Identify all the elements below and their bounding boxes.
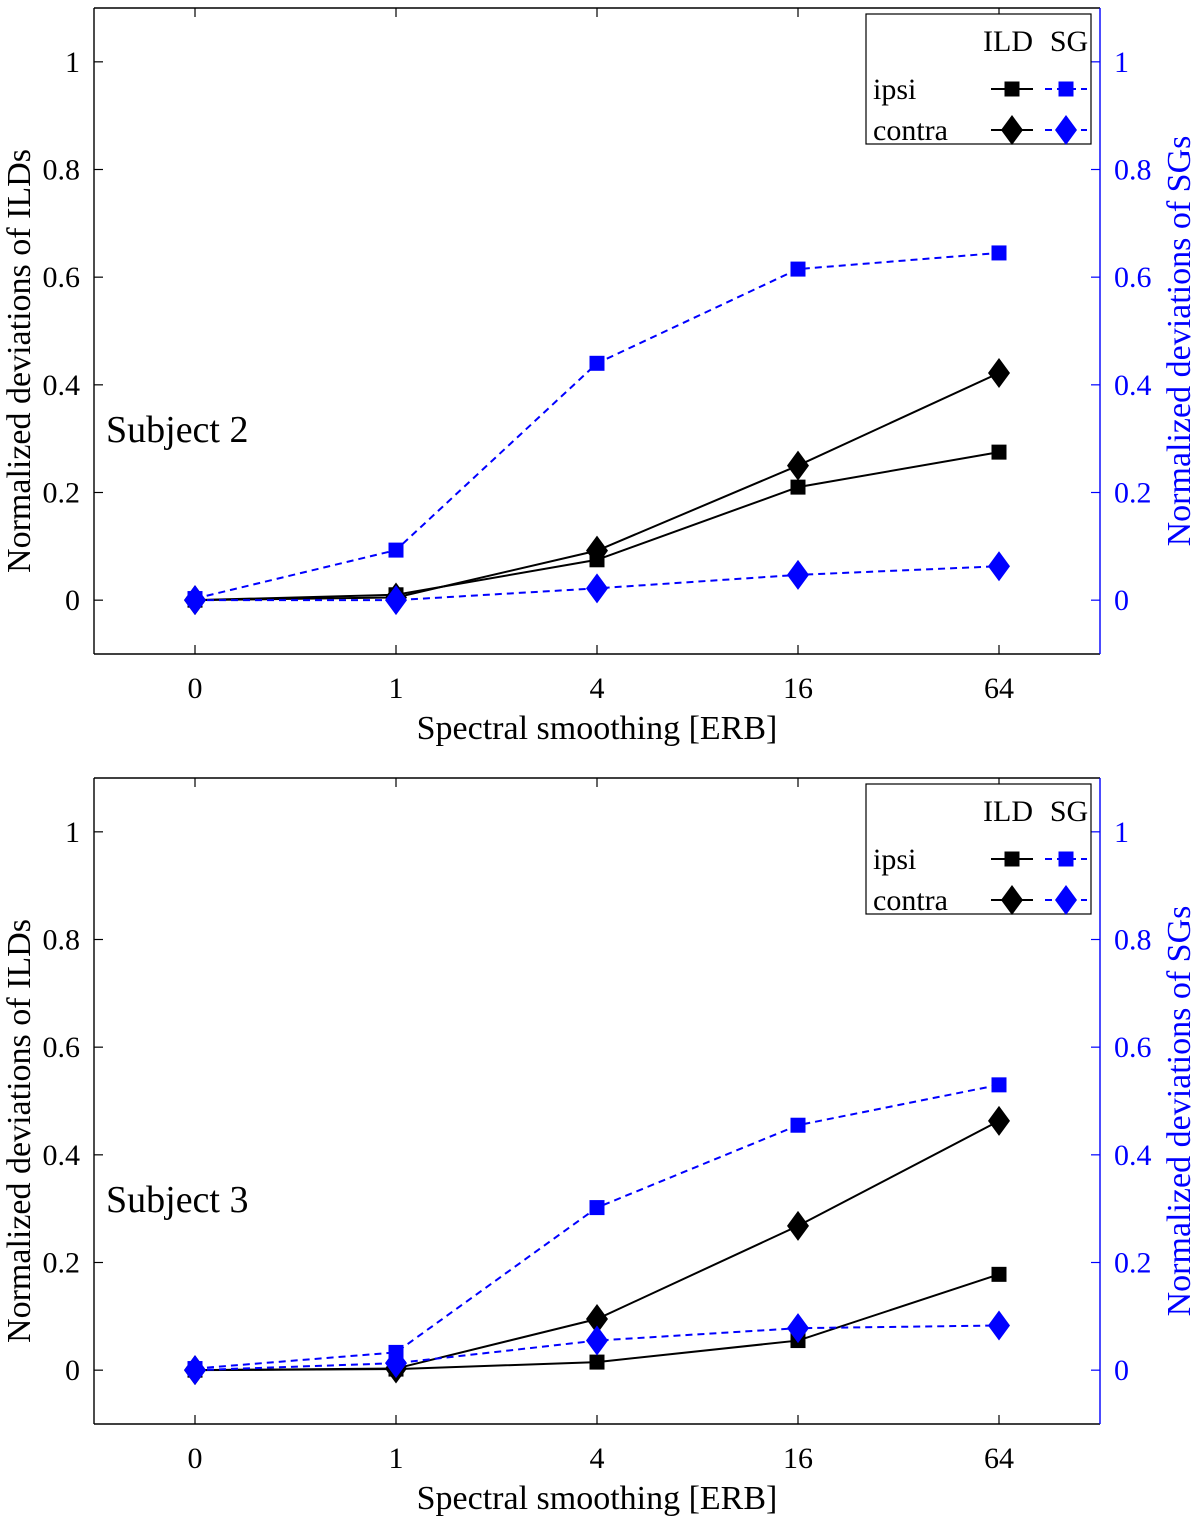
y-tick-label-left: 0 [65,1354,80,1387]
y-tick-label-left: 0.8 [43,924,81,957]
legend-marker-ILD_ipsi [1004,851,1020,867]
y-tick-label-right: 0.6 [1114,261,1152,294]
y-tick-label-left: 0.6 [43,1031,81,1064]
legend-marker-SG_contra [1055,115,1077,145]
y-tick-label-left: 0.4 [43,1139,81,1172]
y-tick-label-right: 0.4 [1114,1139,1152,1172]
x-tick-label: 64 [984,672,1014,705]
data-point-ILD_ipsi [991,444,1007,460]
legend-header-ild: ILD [983,795,1033,828]
x-tick-label: 1 [389,672,404,705]
legend: ILD SG ipsi contra [865,13,1092,147]
y-tick-label-right: 0.6 [1114,1031,1152,1064]
legend-row-label: contra [873,884,948,917]
y-tick-label-right: 0.8 [1114,154,1152,187]
legend-marker-ILD_contra [1001,885,1023,915]
y-axis-label-right: Normalized deviations of SGs [1161,906,1198,1317]
x-tick-label: 16 [783,1442,813,1475]
data-point-SG_contra [988,1310,1010,1341]
data-point-SG_contra [787,1313,809,1344]
data-point-SG_contra [184,1355,206,1386]
y-tick-label-left: 0.4 [43,369,81,402]
legend-marker-SG_ipsi [1058,81,1074,97]
y-tick-label-left: 1 [65,816,80,849]
y-axis-label-left: Normalized deviations of ILDs [1,919,38,1343]
y-tick-label-left: 0.2 [43,477,81,510]
legend-marker-SG_ipsi [1058,851,1074,867]
data-point-ILD_contra [787,1210,809,1241]
data-point-ILD_contra [988,357,1010,388]
legend-header-ild: ILD [983,25,1033,58]
data-point-SG_contra [184,585,206,616]
subject-annotation: Subject 2 [106,409,248,451]
y-tick-label-right: 0 [1114,584,1129,617]
data-point-SG_ipsi [589,1200,605,1216]
legend-box [865,13,1092,145]
x-tick-label: 1 [389,1442,404,1475]
x-tick-label: 4 [590,672,605,705]
data-point-SG_ipsi [589,355,605,371]
legend-marker-ILD_ipsi [1004,81,1020,97]
data-point-SG_ipsi [388,542,404,558]
data-point-SG_contra [988,551,1010,582]
chart-panel-2: 0 0.2 0.4 0.6 0.8 1 0 0.2 0.4 0.6 0.8 1 0 1 4 16 64 Spect… [1,777,1198,1517]
data-point-ILD_contra [586,1304,608,1335]
data-point-SG_contra [586,1325,608,1356]
data-point-SG_contra [385,585,407,616]
y-tick-label-right: 0.2 [1114,1247,1152,1280]
data-point-ILD_contra [988,1105,1010,1136]
data-point-SG_ipsi [991,1077,1007,1093]
y-tick-label-right: 0.2 [1114,477,1152,510]
legend: ILD SG ipsi contra [865,783,1092,917]
data-point-SG_ipsi [790,1117,806,1133]
data-point-ILD_contra [787,450,809,481]
y-tick-label-right: 1 [1114,46,1129,79]
legend-marker-SG_contra [1055,885,1077,915]
legend-row-label: ipsi [873,843,916,876]
x-axis-label: Spectral smoothing [ERB] [417,710,778,747]
x-tick-label: 64 [984,1442,1014,1475]
data-point-SG_ipsi [991,245,1007,261]
data-point-ILD_contra [586,535,608,566]
legend-box [865,783,1092,915]
legend-row-label: contra [873,114,948,147]
y-tick-label-right: 1 [1114,816,1129,849]
y-axis-label-right: Normalized deviations of SGs [1161,136,1198,547]
y-tick-label-left: 0.8 [43,154,81,187]
x-tick-label: 0 [188,1442,203,1475]
x-tick-label: 16 [783,672,813,705]
data-point-ILD_ipsi [790,479,806,495]
data-point-SG_contra [586,573,608,604]
y-tick-label-left: 0.6 [43,261,81,294]
y-tick-label-right: 0.4 [1114,369,1152,402]
data-point-ILD_ipsi [589,1354,605,1370]
subject-annotation: Subject 3 [106,1179,248,1221]
legend-marker-ILD_contra [1001,115,1023,145]
legend-header-sg: SG [1050,25,1088,58]
x-tick-label: 0 [188,672,203,705]
chart-panel-1: 0 0.2 0.4 0.6 0.8 1 0 0.2 0.4 0.6 0.8 1 0 1 4 16 64 Spect… [1,7,1198,747]
y-tick-label-right: 0 [1114,1354,1129,1387]
y-tick-label-left: 0 [65,584,80,617]
y-axis-label-left: Normalized deviations of ILDs [1,149,38,573]
legend-header-sg: SG [1050,795,1088,828]
data-point-SG_contra [787,559,809,590]
series-line-SG_contra [194,1324,1000,1372]
data-point-SG_contra [385,1348,407,1379]
data-point-ILD_ipsi [991,1266,1007,1282]
y-tick-label-left: 1 [65,46,80,79]
data-point-SG_ipsi [790,261,806,277]
y-tick-label-left: 0.2 [43,1247,81,1280]
x-axis-label: Spectral smoothing [ERB] [417,1480,778,1516]
x-tick-label: 4 [590,1442,605,1475]
legend-row-label: ipsi [873,73,916,106]
y-tick-label-right: 0.8 [1114,924,1152,957]
